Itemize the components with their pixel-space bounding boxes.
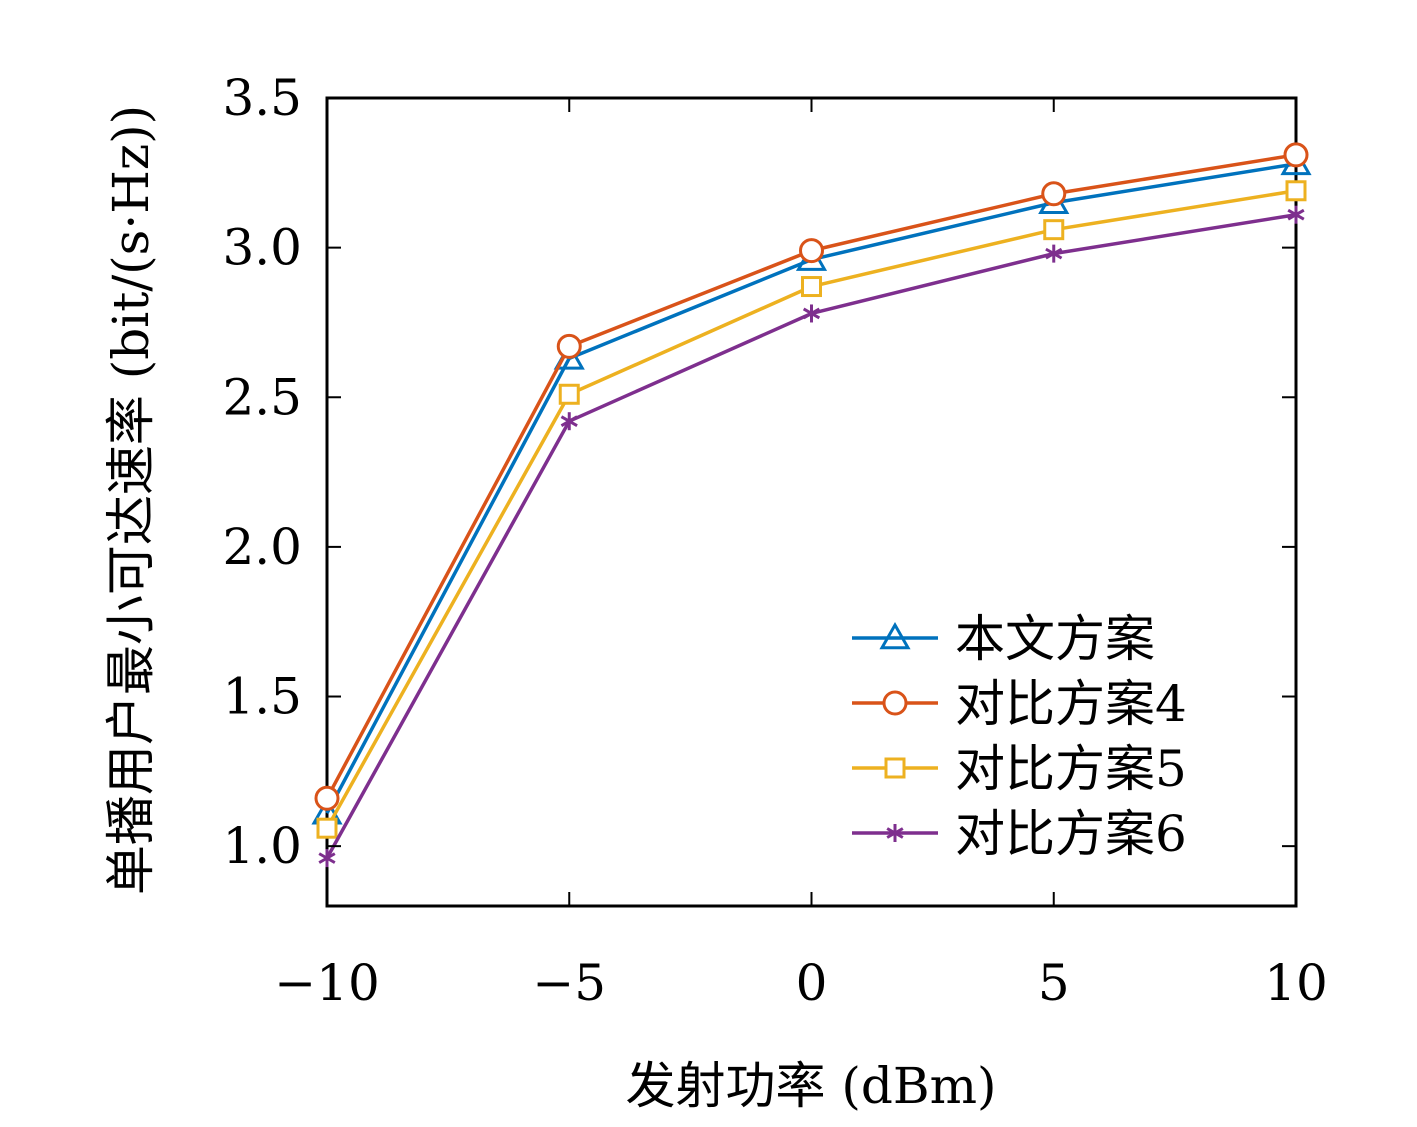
data-point (801, 276, 822, 298)
data-point (318, 849, 336, 868)
x-tick-label: 5 (1038, 954, 1070, 1012)
series-group (311, 142, 1312, 868)
legend-label: 对比方案4 (955, 675, 1187, 733)
legend-marker (886, 824, 904, 842)
asterisk-stroke (802, 307, 821, 320)
series-4 (318, 205, 1305, 868)
data-point (1043, 219, 1065, 241)
asterisk-stroke (318, 852, 336, 864)
series-3 (316, 180, 1307, 839)
data-point (799, 238, 824, 264)
y-tick-label: 3.5 (222, 69, 302, 127)
y-tick-label: 2.0 (222, 518, 302, 576)
y-tick-label: 1.0 (222, 817, 302, 875)
y-axis-label: 单播用户最小可达速率 (bit/(s·Hz)) (102, 105, 160, 895)
legend-item: 对比方案5 (852, 740, 1187, 798)
legend-marker (882, 690, 908, 716)
legend-label: 对比方案6 (955, 805, 1187, 863)
asterisk-stroke (886, 827, 904, 839)
legend-item: 对比方案4 (852, 675, 1187, 733)
data-point (558, 383, 580, 405)
y-tick-label: 3.0 (222, 219, 302, 277)
y-tick-label: 1.5 (222, 668, 302, 726)
asterisk-stroke (560, 415, 578, 428)
legend-item: 本文方案 (852, 610, 1155, 668)
data-point (314, 785, 340, 811)
y-tick-label: 2.5 (222, 368, 302, 426)
x-tick-label: 0 (796, 954, 828, 1012)
x-tick-label: −5 (532, 954, 606, 1012)
legend-marker (879, 621, 911, 650)
data-point (560, 412, 578, 431)
data-point (1041, 181, 1067, 207)
data-point (1287, 205, 1305, 224)
x-tick-label: 10 (1264, 954, 1328, 1012)
legend-label: 本文方案 (955, 610, 1155, 668)
x-axis-label: 发射功率 (dBm) (625, 1057, 996, 1115)
legend-label: 对比方案5 (955, 740, 1187, 798)
asterisk-stroke (1287, 208, 1305, 221)
legend-item: 对比方案6 (852, 805, 1187, 863)
asterisk-stroke (1045, 247, 1063, 260)
x-axis-ticks: −10 −5 0 5 10 (274, 98, 1328, 1012)
y-axis-ticks: 1.0 1.5 2.0 2.5 3.0 3.5 (222, 69, 1296, 875)
data-point (1283, 142, 1309, 168)
series-2 (314, 142, 1309, 811)
x-tick-label: −10 (274, 954, 380, 1012)
data-point (802, 304, 821, 323)
data-point (1285, 180, 1307, 202)
legend-marker (884, 757, 906, 779)
data-point (316, 817, 338, 839)
data-point (556, 333, 582, 359)
data-point (1045, 244, 1063, 263)
